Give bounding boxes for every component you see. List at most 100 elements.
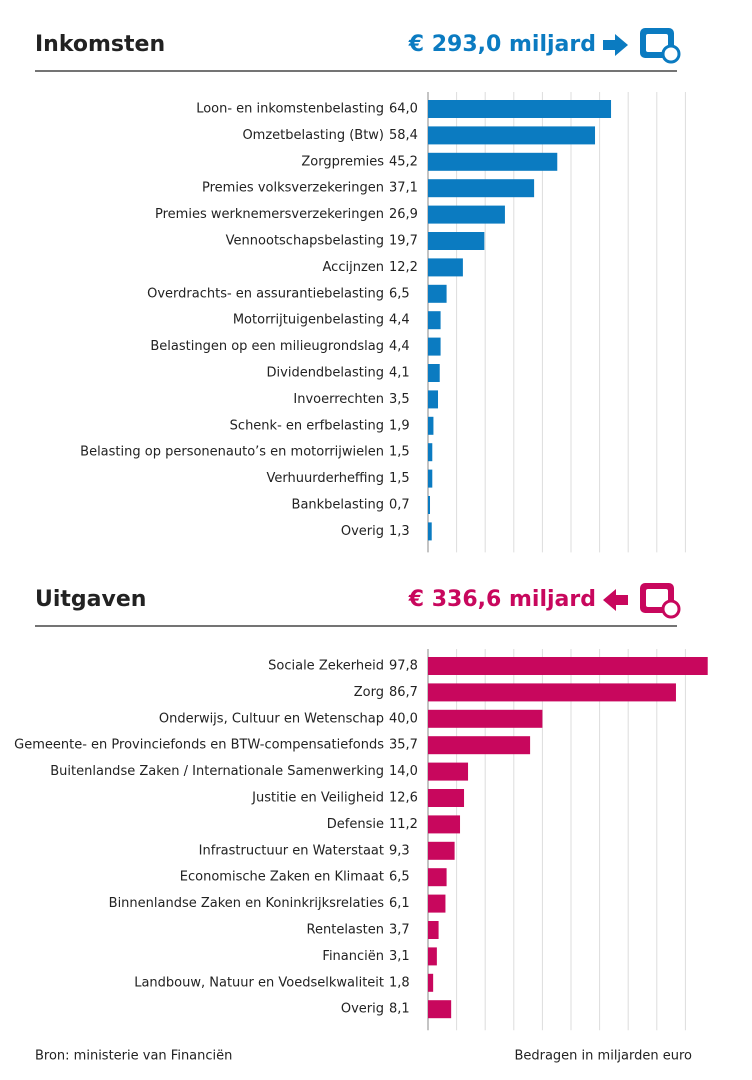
category-label: Zorgpremies (301, 154, 384, 169)
value-label: 6,1 (389, 896, 410, 911)
category-label: Loon- en inkomstenbelasting (196, 102, 384, 117)
value-label: 12,6 (389, 791, 418, 806)
category-label: Belasting op personenauto’s en motorrijw… (80, 445, 384, 460)
bar (428, 364, 440, 382)
value-label: 4,4 (389, 313, 410, 328)
value-label: 1,5 (389, 471, 410, 486)
value-label: 9,3 (389, 843, 410, 858)
bar (428, 973, 434, 992)
category-label: Justitie en Veiligheid (251, 791, 384, 806)
category-label: Defensie (327, 817, 384, 832)
category-label: Overdrachts- en assurantiebelasting (147, 286, 384, 301)
note: Bedragen in miljarden euro (514, 1049, 692, 1064)
section-title: Uitgaven (35, 587, 146, 612)
bar (428, 709, 543, 728)
bar (428, 736, 531, 755)
bar (428, 232, 485, 250)
safe-icon-dial (661, 599, 681, 619)
category-label: Rentelasten (307, 923, 384, 938)
category-label: Belastingen op een milieugrondslag (150, 339, 384, 354)
value-label: 1,8 (389, 975, 410, 990)
bar (428, 815, 461, 834)
value-label: 6,5 (389, 870, 410, 885)
value-label: 40,0 (389, 711, 418, 726)
value-label: 3,5 (389, 392, 410, 407)
category-label: Premies volksverzekeringen (202, 181, 384, 196)
bar (428, 205, 505, 224)
category-label: Buitenlandse Zaken / Internationale Same… (50, 764, 384, 779)
category-label: Infrastructuur en Waterstaat (199, 843, 384, 858)
category-label: Invoerrechten (293, 392, 384, 407)
category-label: Dividendbelasting (267, 366, 384, 381)
value-label: 1,5 (389, 445, 410, 460)
category-label: Financiën (322, 949, 384, 964)
bar (428, 284, 447, 303)
value-label: 3,1 (389, 949, 410, 964)
category-label: Schenk- en erfbelasting (230, 418, 384, 433)
value-label: 35,7 (389, 738, 418, 753)
category-label: Gemeente- en Provinciefonds en BTW-compe… (14, 738, 384, 753)
value-label: 86,7 (389, 685, 418, 700)
safe-icon-door (646, 589, 668, 607)
value-label: 64,0 (389, 102, 418, 117)
value-label: 97,8 (389, 659, 418, 674)
bar (428, 258, 463, 277)
bar (428, 522, 432, 541)
category-label: Binnenlandse Zaken en Koninkrijksrelatie… (109, 896, 385, 911)
category-label: Overig (341, 1002, 384, 1017)
bar (428, 657, 708, 675)
bar (428, 443, 433, 462)
arrow-icon (603, 34, 628, 56)
bar (428, 126, 596, 145)
category-label: Omzetbelasting (Btw) (242, 128, 384, 143)
bar (428, 947, 437, 966)
value-label: 12,2 (389, 260, 418, 275)
bar (428, 311, 441, 330)
category-label: Motorrijtuigenbelasting (233, 313, 384, 328)
value-label: 14,0 (389, 764, 418, 779)
source: Bron: ministerie van Financiën (35, 1049, 232, 1064)
value-label: 45,2 (389, 154, 418, 169)
category-label: Economische Zaken en Klimaat (180, 870, 384, 885)
value-label: 0,7 (389, 498, 410, 513)
bar (428, 762, 469, 781)
category-label: Sociale Zekerheid (268, 659, 384, 674)
category-label: Accijnzen (323, 260, 384, 275)
bar (428, 390, 439, 409)
value-label: 4,4 (389, 339, 410, 354)
category-label: Landbouw, Natuur en Voedselkwaliteit (134, 975, 384, 990)
safe-icon-dial (661, 44, 681, 64)
bar (428, 683, 676, 702)
value-label: 8,1 (389, 1002, 410, 1017)
value-label: 3,7 (389, 923, 410, 938)
bar (428, 100, 612, 118)
bar (428, 337, 441, 356)
value-label: 6,5 (389, 286, 410, 301)
bar (428, 921, 439, 939)
value-label: 1,9 (389, 418, 410, 433)
category-label: Bankbelasting (292, 498, 384, 513)
value-label: 26,9 (389, 207, 418, 222)
category-label: Premies werknemersverzekeringen (155, 207, 384, 222)
bar (428, 1000, 452, 1019)
bar (428, 416, 434, 435)
value-label: 58,4 (389, 128, 418, 143)
value-label: 19,7 (389, 234, 418, 249)
section-total: € 336,6 miljard (408, 587, 596, 612)
category-label: Zorg (354, 685, 384, 700)
bar (428, 179, 535, 198)
bar (428, 868, 447, 887)
bar (428, 496, 431, 514)
bar (428, 841, 455, 860)
section-total: € 293,0 miljard (408, 32, 596, 57)
section-title: Inkomsten (35, 32, 165, 57)
value-label: 11,2 (389, 817, 418, 832)
safe-icon-door (646, 34, 668, 52)
arrow-icon (603, 589, 628, 611)
value-label: 4,1 (389, 366, 410, 381)
category-label: Onderwijs, Cultuur en Wetenschap (159, 711, 384, 726)
value-label: 1,3 (389, 524, 410, 539)
bar (428, 469, 433, 488)
category-label: Overig (341, 524, 384, 539)
